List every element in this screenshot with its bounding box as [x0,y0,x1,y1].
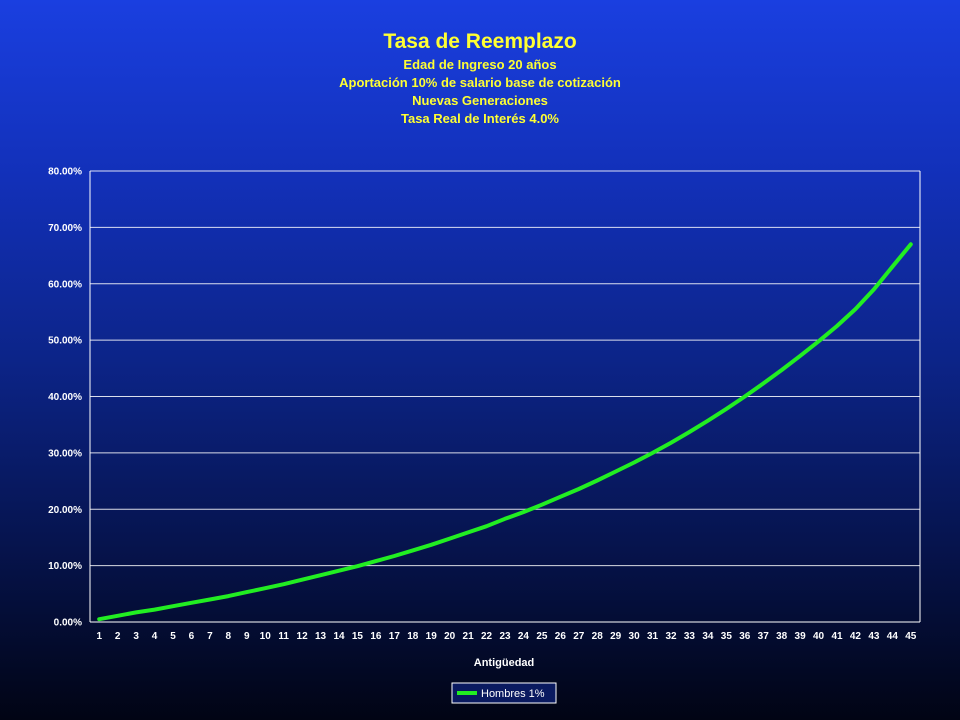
x-axis-ticks: 1 2 3 4 5 6 7 8 9 10 11 12 13 14 15 16 17 18 19 20 21 22 23 24 2… [96,631,916,642]
x-tick-label: 22 [481,631,493,642]
y-tick-label: 10.00% [48,561,82,572]
x-tick-label: 31 [647,631,659,642]
x-tick-label: 23 [499,631,511,642]
x-axis-title: Antigüedad [474,657,535,669]
x-tick-label: 11 [278,631,289,642]
x-tick-label: 35 [721,631,733,642]
x-tick-label: 18 [407,631,419,642]
x-tick-label: 16 [370,631,382,642]
x-tick-label: 8 [226,631,232,642]
x-tick-label: 1 [96,631,102,642]
y-tick-label: 50.00% [48,336,82,347]
chart-subtitle-2: Aportación 10% de salario base de cotiza… [339,75,621,90]
x-tick-label: 26 [555,631,567,642]
x-tick-label: 19 [426,631,438,642]
x-tick-label: 5 [170,631,176,642]
x-tick-label: 7 [207,631,213,642]
y-tick-label: 40.00% [48,392,82,403]
y-tick-label: 30.00% [48,448,82,459]
x-tick-label: 32 [665,631,677,642]
x-tick-label: 21 [463,631,475,642]
x-tick-label: 13 [315,631,327,642]
legend-label-hombres: Hombres 1% [481,688,545,700]
x-tick-label: 10 [260,631,272,642]
plot-frame [89,171,921,623]
chart-subtitle-4: Tasa Real de Interés 4.0% [400,111,559,126]
x-tick-label: 44 [887,631,899,642]
x-tick-label: 6 [189,631,195,642]
x-tick-label: 12 [297,631,309,642]
x-tick-label: 43 [868,631,880,642]
x-tick-label: 17 [389,631,401,642]
x-tick-label: 33 [684,631,696,642]
chart-subtitle-3: Nuevas Generaciones [412,93,548,108]
series-group [97,242,913,622]
x-tick-label: 14 [333,631,345,642]
x-tick-label: 28 [592,631,604,642]
x-tick-label: 34 [702,631,714,642]
x-tick-label: 45 [905,631,917,642]
series-line-0 [97,242,913,622]
x-tick-label: 37 [758,631,770,642]
x-tick-label: 30 [629,631,641,642]
x-tick-label: 15 [352,631,364,642]
x-tick-label: 24 [518,631,530,642]
x-tick-label: 36 [739,631,751,642]
x-tick-label: 2 [115,631,121,642]
y-tick-label: 0.00% [54,618,82,629]
x-tick-label: 40 [813,631,825,642]
y-tick-label: 20.00% [48,505,82,516]
y-tick-label: 70.00% [48,223,82,234]
legend-box [451,682,557,704]
x-tick-label: 39 [795,631,807,642]
x-tick-label: 3 [133,631,139,642]
x-tick-label: 4 [152,631,158,642]
x-tick-label: 25 [536,631,548,642]
y-tick-label: 60.00% [48,279,82,290]
x-tick-label: 9 [244,631,250,642]
gridlines [90,170,920,623]
x-tick-label: 20 [444,631,456,642]
y-tick-label: 80.00% [48,167,82,178]
chart-title: Tasa de Reemplazo [383,30,577,53]
legend: Hombres 1% [451,682,557,704]
chart-subtitle-1: Edad de Ingreso 20 años [403,57,557,72]
x-tick-label: 29 [610,631,622,642]
x-tick-label: 27 [573,631,585,642]
y-axis-ticks: 0.00% 10.00% 20.00% 30.00% 40.00% 50.00% 60.00… [48,167,82,629]
chart-titles: Tasa de Reemplazo Edad de Ingreso 20 año… [0,28,960,128]
x-tick-label: 38 [776,631,788,642]
x-tick-label: 42 [850,631,862,642]
x-tick-label: 41 [831,631,843,642]
